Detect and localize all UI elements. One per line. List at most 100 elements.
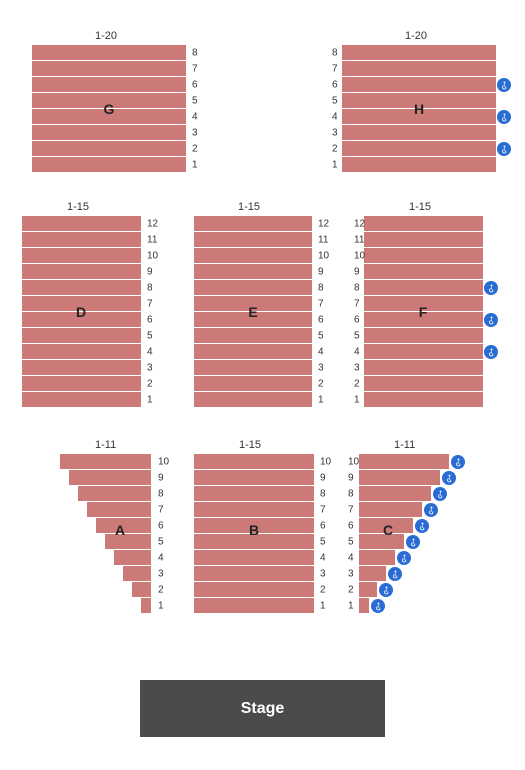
wheelchair-icon — [442, 471, 456, 485]
seat-row[interactable] — [60, 454, 151, 470]
row-number: 3 — [158, 569, 164, 580]
row-number: 3 — [348, 569, 354, 580]
seat-row[interactable] — [87, 502, 151, 518]
seat-row[interactable] — [194, 486, 314, 502]
seat-row[interactable] — [342, 61, 496, 77]
seat-row[interactable] — [364, 376, 483, 392]
seat-row[interactable] — [364, 280, 483, 296]
seat-row[interactable] — [342, 45, 496, 61]
seat-row[interactable] — [194, 264, 312, 280]
seat-row[interactable] — [22, 360, 141, 376]
seat-range-label: 1-11 — [95, 439, 116, 451]
row-number: 8 — [318, 283, 324, 294]
seat-row[interactable] — [114, 550, 151, 566]
seat-row[interactable] — [132, 582, 151, 598]
seat-row[interactable] — [22, 264, 141, 280]
seat-row[interactable] — [194, 344, 312, 360]
seat-row[interactable] — [359, 454, 449, 470]
seat-row[interactable] — [194, 502, 314, 518]
seat-row[interactable] — [194, 328, 312, 344]
seat-row[interactable] — [194, 598, 314, 614]
seat-row[interactable] — [342, 157, 496, 173]
seat-row[interactable] — [194, 248, 312, 264]
wheelchair-icon — [497, 142, 511, 156]
row-number: 4 — [320, 553, 326, 564]
seat-row[interactable] — [194, 454, 314, 470]
seat-row[interactable] — [69, 470, 151, 486]
row-number: 4 — [158, 553, 164, 564]
seat-row[interactable] — [342, 77, 496, 93]
seat-row[interactable] — [359, 582, 377, 598]
seat-row[interactable] — [194, 582, 314, 598]
seat-row[interactable] — [194, 280, 312, 296]
row-number: 7 — [332, 64, 338, 75]
row-number: 4 — [147, 347, 153, 358]
seat-row[interactable] — [194, 550, 314, 566]
seat-row[interactable] — [194, 470, 314, 486]
seat-row[interactable] — [22, 232, 141, 248]
seat-row[interactable] — [22, 392, 141, 408]
seat-row[interactable] — [359, 534, 404, 550]
section-name: A — [115, 522, 125, 538]
seat-row[interactable] — [32, 157, 186, 173]
row-number: 7 — [348, 505, 354, 516]
seat-row[interactable] — [359, 470, 440, 486]
seat-row[interactable] — [364, 344, 483, 360]
row-number: 11 — [354, 235, 364, 246]
row-number: 6 — [318, 315, 324, 326]
seat-row[interactable] — [364, 232, 483, 248]
row-number: 7 — [318, 299, 324, 310]
section-name: H — [414, 101, 424, 117]
seat-row[interactable] — [22, 216, 141, 232]
row-number: 3 — [332, 128, 338, 139]
seat-row[interactable] — [364, 248, 483, 264]
seat-row[interactable] — [359, 566, 386, 582]
seat-row[interactable] — [22, 248, 141, 264]
seat-row[interactable] — [22, 376, 141, 392]
seat-row[interactable] — [364, 392, 483, 408]
seat-row[interactable] — [359, 598, 369, 614]
seat-row[interactable] — [364, 328, 483, 344]
seat-row[interactable] — [194, 232, 312, 248]
seat-row[interactable] — [22, 328, 141, 344]
seat-row[interactable] — [194, 360, 312, 376]
seat-row[interactable] — [194, 216, 312, 232]
seat-row[interactable] — [123, 566, 151, 582]
seat-row[interactable] — [342, 125, 496, 141]
seat-row[interactable] — [141, 598, 151, 614]
seat-row[interactable] — [32, 141, 186, 157]
seat-row[interactable] — [22, 344, 141, 360]
row-number: 10 — [318, 251, 329, 262]
row-number: 8 — [332, 48, 338, 59]
seat-row[interactable] — [364, 216, 483, 232]
seat-row[interactable] — [32, 77, 186, 93]
seat-row[interactable] — [32, 61, 186, 77]
wheelchair-icon — [379, 583, 393, 597]
row-number: 7 — [320, 505, 326, 516]
row-number: 3 — [354, 363, 360, 374]
seat-row[interactable] — [32, 125, 186, 141]
seat-row[interactable] — [342, 141, 496, 157]
row-number: 2 — [147, 379, 153, 390]
seat-range-label: 1-15 — [67, 201, 89, 213]
seat-row[interactable] — [194, 392, 312, 408]
seat-row[interactable] — [364, 264, 483, 280]
wheelchair-icon — [397, 551, 411, 565]
seat-row[interactable] — [364, 360, 483, 376]
row-number: 6 — [320, 521, 326, 532]
seat-row[interactable] — [32, 45, 186, 61]
seat-row[interactable] — [105, 534, 151, 550]
wheelchair-icon — [484, 313, 498, 327]
section-name: B — [249, 522, 259, 538]
seat-row[interactable] — [359, 486, 431, 502]
seat-row[interactable] — [22, 280, 141, 296]
row-number: 1 — [147, 395, 153, 406]
seat-row[interactable] — [359, 502, 422, 518]
seat-row[interactable] — [359, 550, 395, 566]
seat-row[interactable] — [194, 376, 312, 392]
seat-row[interactable] — [194, 566, 314, 582]
row-number: 10 — [348, 457, 359, 468]
seat-row[interactable] — [78, 486, 151, 502]
section-name: C — [383, 522, 393, 538]
wheelchair-icon — [497, 78, 511, 92]
